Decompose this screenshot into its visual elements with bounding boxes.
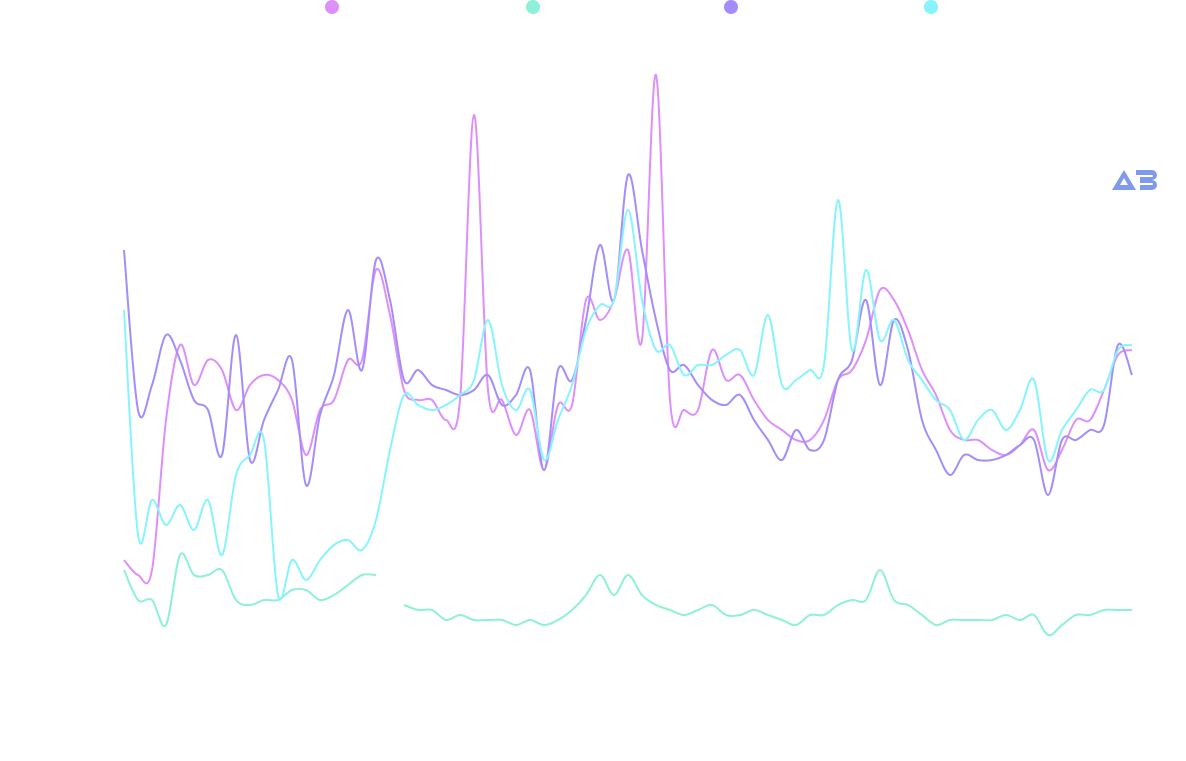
series-4-line	[123, 198, 1133, 601]
legend-marker-series-2[interactable]	[526, 0, 540, 14]
series-2-line	[123, 552, 377, 628]
legend-marker-series-4[interactable]	[924, 0, 938, 14]
series-3-line	[123, 173, 1133, 496]
brand-logo	[1112, 170, 1157, 190]
series-2-line	[403, 569, 1132, 637]
series-1-line	[123, 73, 1133, 585]
legend-marker-series-3[interactable]	[724, 0, 738, 14]
legend-marker-series-1[interactable]	[325, 0, 339, 14]
